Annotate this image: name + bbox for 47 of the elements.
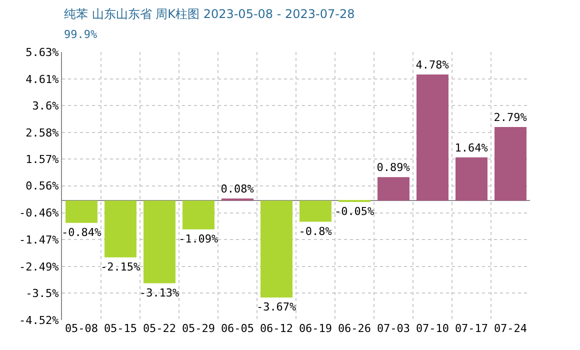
- bar: [144, 200, 176, 284]
- y-tick-label: 0.56%: [26, 180, 60, 193]
- bar: [456, 157, 488, 201]
- bar: [66, 200, 98, 223]
- y-tick-label: 2.58%: [26, 126, 60, 140]
- x-tick-label: 07-10: [416, 322, 450, 335]
- bar: [494, 126, 526, 201]
- data-label: -1.09%: [178, 232, 219, 246]
- x-tick-label: 05-08: [64, 322, 98, 335]
- bar: [260, 200, 292, 298]
- bar: [300, 200, 332, 222]
- data-label: -0.8%: [298, 224, 332, 238]
- x-tick-label: 06-05: [220, 322, 254, 335]
- y-tick-label: 5.63%: [26, 46, 60, 59]
- y-tick-label: -2.49%: [19, 260, 60, 274]
- x-tick-label: 06-12: [260, 322, 294, 335]
- x-tick-label: 05-22: [142, 322, 176, 335]
- data-label: -3.67%: [256, 300, 297, 314]
- x-tick-label: 07-17: [454, 322, 488, 335]
- data-label: -0.05%: [334, 205, 375, 218]
- data-label: 0.08%: [220, 182, 254, 196]
- y-tick-label: -3.5%: [26, 286, 60, 300]
- data-label: -0.84%: [61, 226, 102, 239]
- bar: [378, 177, 410, 201]
- bar: [416, 74, 448, 201]
- x-tick-label: 07-03: [376, 322, 410, 335]
- data-label: 2.79%: [494, 110, 528, 124]
- y-tick-label: -1.47%: [19, 233, 60, 246]
- y-tick-label: 3.6%: [32, 99, 60, 112]
- data-label: 0.89%: [376, 161, 410, 174]
- data-label: 1.64%: [454, 141, 488, 154]
- x-tick-label: 07-24: [494, 322, 528, 335]
- y-tick-label: 4.61%: [26, 72, 60, 86]
- y-tick-label: -0.46%: [19, 206, 60, 220]
- data-label: -2.15%: [100, 260, 141, 274]
- x-tick-label: 06-26: [338, 322, 372, 335]
- x-tick-label: 05-29: [182, 322, 216, 335]
- bar: [182, 200, 214, 230]
- x-tick-label: 06-19: [298, 322, 332, 335]
- data-label: -3.13%: [139, 286, 180, 300]
- y-tick-label: 1.57%: [26, 153, 60, 166]
- bar: [104, 200, 136, 258]
- y-tick-label: -4.52%: [19, 314, 60, 327]
- data-label: 4.78%: [416, 58, 450, 72]
- chart-subtitle: 99.9%: [64, 28, 98, 41]
- chart-title: 纯苯 山东山东省 周K柱图 2023-05-08 - 2023-07-28: [64, 7, 355, 21]
- x-tick-label: 05-15: [104, 322, 138, 335]
